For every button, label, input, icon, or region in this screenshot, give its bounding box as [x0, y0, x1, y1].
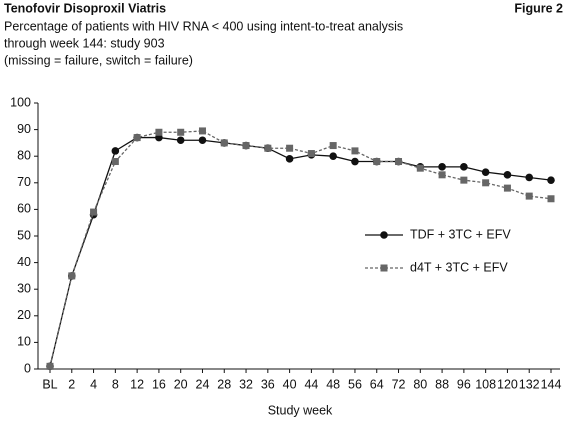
legend-label: d4T + 3TC + EFV: [410, 260, 508, 274]
y-tick-label: 30: [17, 281, 31, 295]
data-point: [286, 144, 294, 152]
data-point: [176, 136, 185, 145]
series-line: [49, 130, 552, 367]
y-tick-label: 80: [17, 148, 31, 162]
data-point: [482, 179, 490, 187]
data-point: [460, 163, 468, 171]
data-point: [264, 144, 272, 152]
y-tick-label: 60: [17, 202, 31, 216]
data-point: [198, 127, 206, 135]
x-tick-label: 96: [457, 377, 471, 391]
x-tick-label: 144: [541, 377, 562, 391]
data-point: [220, 139, 228, 147]
x-tick-label: 88: [435, 377, 449, 391]
data-point: [285, 155, 294, 163]
data-point: [351, 147, 359, 155]
data-point: [438, 163, 446, 171]
data-point: [525, 192, 533, 200]
data-point: [68, 272, 76, 280]
data-point: [329, 142, 337, 150]
x-tick-label: 108: [475, 377, 496, 391]
x-tick-label: 48: [326, 377, 340, 391]
series-line: [49, 136, 552, 367]
y-tick-label: 50: [17, 228, 31, 242]
x-tick-label: 64: [370, 377, 384, 391]
subtitle: Percentage of patients with HIV RNA < 40…: [4, 19, 403, 33]
data-point: [460, 176, 468, 184]
y-tick-label: 20: [17, 308, 31, 322]
data-point: [155, 128, 163, 136]
data-point: [307, 150, 315, 158]
data-point: [547, 195, 555, 203]
data-point: [351, 157, 359, 166]
x-tick-label: 132: [519, 377, 540, 391]
legend-label: TDF + 3TC + EFV: [410, 227, 511, 241]
y-tick-label: 70: [17, 175, 31, 189]
x-tick-label: 32: [239, 377, 253, 391]
data-point: [329, 152, 337, 160]
x-axis-label: Study week: [268, 403, 333, 417]
data-point: [177, 128, 185, 136]
y-tick-label: 90: [17, 122, 31, 136]
data-point: [547, 176, 555, 184]
data-point: [438, 171, 446, 179]
chart-title: Tenofovir Disoproxil Viatris: [4, 1, 166, 15]
data-point: [503, 184, 511, 192]
x-tick-label: 4: [90, 377, 97, 391]
data-point: [373, 158, 381, 166]
data-point: [198, 136, 207, 145]
data-point: [90, 208, 98, 216]
x-tick-label: 16: [152, 377, 166, 391]
y-tick-label: 10: [17, 335, 31, 349]
x-tick-label: 56: [348, 377, 362, 391]
x-tick-label: 28: [217, 377, 231, 391]
data-point: [481, 168, 490, 176]
x-tick-label: 80: [413, 377, 427, 391]
figure-label: Figure 2: [514, 1, 563, 15]
data-point: [503, 171, 512, 179]
data-point: [111, 158, 119, 166]
subtitle: (missing = failure, switch = failure): [4, 53, 193, 67]
x-tick-label: 2: [68, 377, 75, 391]
x-tick-label: 12: [130, 377, 144, 391]
x-tick-label: 40: [283, 377, 297, 391]
x-tick-label: BL: [42, 377, 57, 391]
x-tick-label: 120: [497, 377, 518, 391]
x-tick-label: 36: [261, 377, 275, 391]
data-point: [416, 164, 424, 172]
x-tick-label: 44: [304, 377, 318, 391]
data-point: [111, 147, 120, 155]
y-tick-label: 40: [17, 255, 31, 269]
data-point: [242, 142, 250, 150]
x-tick-label: 72: [392, 377, 406, 391]
legend-marker: [380, 231, 388, 239]
x-tick-label: 20: [174, 377, 188, 391]
y-tick-label: 100: [10, 95, 31, 109]
x-tick-label: 24: [196, 377, 210, 391]
x-tick-label: 8: [112, 377, 119, 391]
subtitle: through week 144: study 903: [4, 36, 165, 50]
data-point: [395, 158, 403, 166]
data-point: [525, 173, 534, 182]
data-point: [46, 362, 54, 370]
data-point: [133, 134, 141, 142]
y-tick-label: 0: [24, 361, 31, 375]
legend-marker: [380, 264, 388, 272]
